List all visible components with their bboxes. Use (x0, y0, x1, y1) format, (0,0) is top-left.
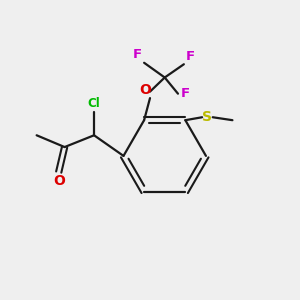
Text: Cl: Cl (88, 97, 100, 110)
Text: F: F (133, 48, 142, 61)
Text: O: O (53, 174, 65, 188)
Text: F: F (180, 87, 190, 100)
Text: S: S (202, 110, 212, 124)
Text: F: F (186, 50, 195, 63)
Text: O: O (140, 82, 152, 97)
